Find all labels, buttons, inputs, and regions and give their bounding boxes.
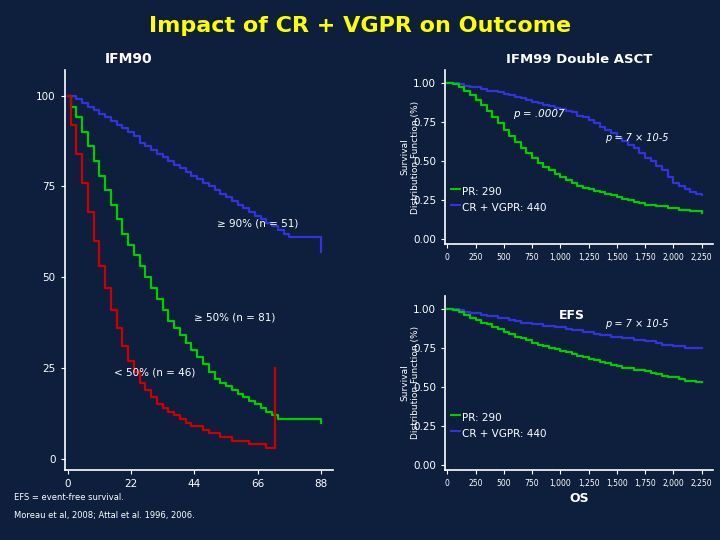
Text: ≥ 50% (n = 81): ≥ 50% (n = 81) — [194, 313, 276, 323]
Text: p = .0007: p = .0007 — [513, 109, 564, 119]
Y-axis label: Survival
Distribution Function (%): Survival Distribution Function (%) — [400, 326, 420, 440]
Text: ≥ 90% (n = 51): ≥ 90% (n = 51) — [217, 218, 299, 228]
Title: IFM99 Double ASCT: IFM99 Double ASCT — [505, 53, 652, 66]
Text: CR + VGPR: 440: CR + VGPR: 440 — [462, 429, 546, 439]
Text: < 50% (n = 46): < 50% (n = 46) — [114, 367, 195, 377]
Text: p = 7 × 10-5: p = 7 × 10-5 — [606, 319, 669, 329]
Text: IFM90: IFM90 — [105, 52, 153, 66]
Text: PR: 290: PR: 290 — [462, 413, 502, 423]
Text: CR + VGPR: 440: CR + VGPR: 440 — [462, 203, 546, 213]
Text: EFS: EFS — [559, 308, 585, 322]
X-axis label: OS: OS — [569, 492, 589, 505]
Y-axis label: Survival
Distribution Function (%): Survival Distribution Function (%) — [400, 100, 420, 214]
Text: p = 7 × 10-5: p = 7 × 10-5 — [606, 133, 669, 143]
Text: Impact of CR + VGPR on Outcome: Impact of CR + VGPR on Outcome — [149, 16, 571, 36]
Text: EFS = event-free survival.: EFS = event-free survival. — [14, 492, 125, 502]
Text: Moreau et al, 2008; Attal et al. 1996, 2006.: Moreau et al, 2008; Attal et al. 1996, 2… — [14, 511, 195, 521]
Text: PR: 290: PR: 290 — [462, 187, 502, 197]
